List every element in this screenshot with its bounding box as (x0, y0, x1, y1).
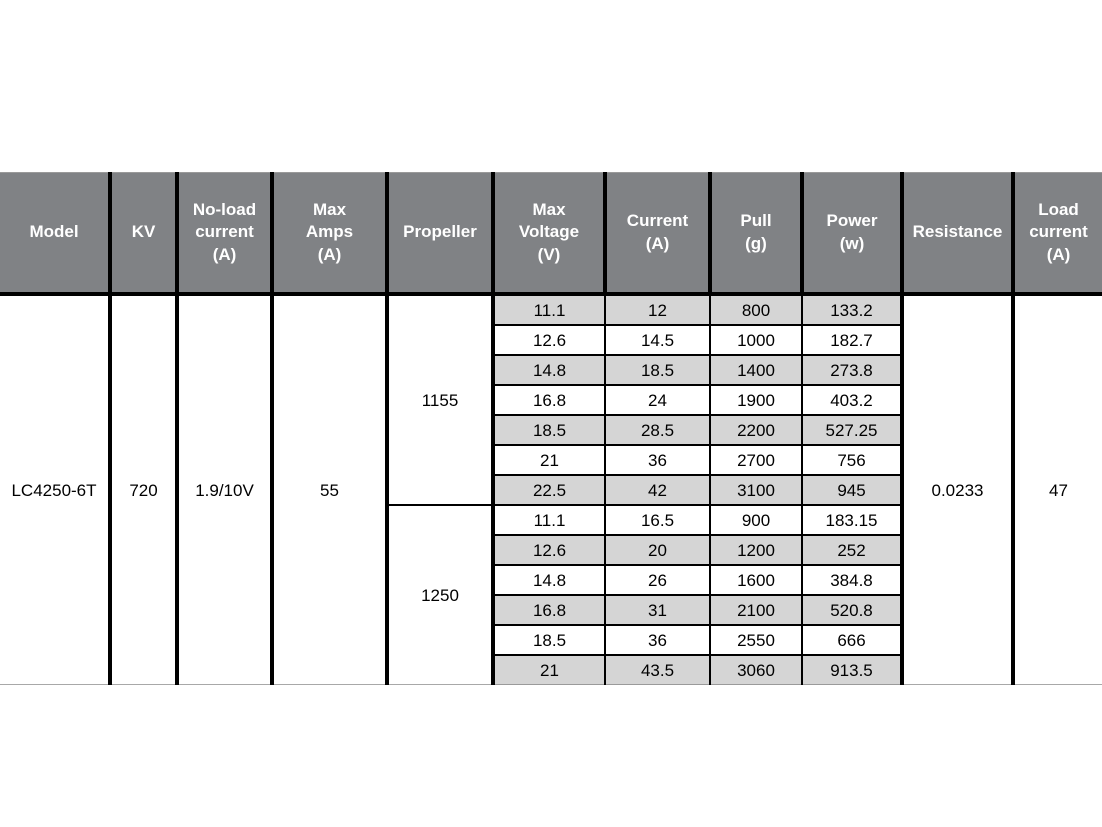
cell-voltage: 18.5 (492, 414, 606, 446)
table-row: 12.6 14.5 1000 182.7 (0, 324, 1102, 356)
cell-power: 183.15 (801, 504, 903, 536)
table-row: 18.5 36 2550 666 (0, 624, 1102, 656)
cell-current: 43.5 (604, 654, 711, 685)
col-header-resistance: Resistance (900, 172, 1015, 296)
cell-voltage: 21 (492, 444, 606, 476)
table-row: 16.8 24 1900 403.2 (0, 384, 1102, 416)
cell-power: 945 (801, 474, 903, 506)
cell-voltage: 14.8 (492, 354, 606, 386)
cell-pull: 1600 (709, 564, 803, 596)
cell-current: 12 (604, 293, 711, 326)
cell-no-load-current: 1.9/10V (175, 294, 274, 685)
cell-voltage: 11.1 (492, 504, 606, 536)
col-header-model: Model (0, 172, 112, 296)
table-row: 14.8 26 1600 384.8 (0, 564, 1102, 596)
motor-spec-table: Model KV No-load current (A) Max Amps (A… (0, 172, 1102, 685)
cell-power: 252 (801, 534, 903, 566)
table-row: 12.6 20 1200 252 (0, 534, 1102, 566)
cell-pull: 1900 (709, 384, 803, 416)
cell-current: 14.5 (604, 324, 711, 356)
cell-pull: 1000 (709, 324, 803, 356)
header-row: Model KV No-load current (A) Max Amps (A… (0, 172, 1102, 296)
cell-current: 16.5 (604, 504, 711, 536)
cell-power: 182.7 (801, 324, 903, 356)
cell-current: 26 (604, 564, 711, 596)
cell-current: 20 (604, 534, 711, 566)
cell-power: 384.8 (801, 564, 903, 596)
cell-current: 36 (604, 444, 711, 476)
cell-current: 42 (604, 474, 711, 506)
cell-pull: 1400 (709, 354, 803, 386)
cell-voltage: 12.6 (492, 324, 606, 356)
cell-pull: 2550 (709, 624, 803, 656)
cell-propeller-1250: 1250 (385, 504, 495, 685)
cell-pull: 900 (709, 504, 803, 536)
col-header-no-load-current: No-load current (A) (175, 172, 274, 296)
table-row: LC4250-6T 720 1.9/10V 55 1155 11.1 12 80… (0, 293, 1102, 685)
table-row: 18.5 28.5 2200 527.25 (0, 414, 1102, 446)
cell-power: 273.8 (801, 354, 903, 386)
cell-power: 527.25 (801, 414, 903, 446)
cell-current: 31 (604, 594, 711, 626)
col-header-kv: KV (108, 172, 179, 296)
cell-pull: 3060 (709, 654, 803, 685)
cell-current: 18.5 (604, 354, 711, 386)
col-header-max-amps: Max Amps (A) (270, 172, 389, 296)
col-header-current: Current (A) (603, 172, 712, 296)
cell-voltage: 12.6 (492, 534, 606, 566)
table-row: 16.8 31 2100 520.8 (0, 594, 1102, 626)
table-row: 22.5 42 3100 945 (0, 474, 1102, 506)
col-header-power: Power (w) (800, 172, 904, 296)
cell-voltage: 18.5 (492, 624, 606, 656)
cell-voltage: 22.5 (492, 474, 606, 506)
cell-current: 24 (604, 384, 711, 416)
table-row: 14.8 18.5 1400 273.8 (0, 354, 1102, 386)
col-header-pull: Pull (g) (708, 172, 804, 296)
cell-voltage: 21 (492, 654, 606, 685)
cell-power: 666 (801, 624, 903, 656)
table-row: 21 36 2700 756 (0, 444, 1102, 476)
cell-max-amps: 55 (270, 294, 389, 685)
cell-pull: 2700 (709, 444, 803, 476)
cell-propeller-1155: 1155 (385, 294, 495, 506)
cell-power: 403.2 (801, 384, 903, 416)
col-header-max-voltage: Max Voltage (V) (491, 172, 607, 296)
cell-voltage: 16.8 (492, 594, 606, 626)
cell-power: 913.5 (801, 654, 903, 685)
table-row: 21 43.5 3060 913.5 (0, 654, 1102, 685)
cell-pull: 1200 (709, 534, 803, 566)
cell-power: 756 (801, 444, 903, 476)
table-row: 1250 11.1 16.5 900 183.15 (0, 504, 1102, 685)
cell-power: 133.2 (801, 293, 903, 326)
cell-pull: 800 (709, 293, 803, 326)
cell-load-current: 47 (1011, 294, 1102, 685)
cell-pull: 2200 (709, 414, 803, 446)
cell-voltage: 14.8 (492, 564, 606, 596)
cell-voltage: 16.8 (492, 384, 606, 416)
cell-current: 28.5 (604, 414, 711, 446)
col-header-propeller: Propeller (385, 172, 495, 296)
col-header-load-current: Load current (A) (1011, 172, 1102, 296)
cell-resistance: 0.0233 (900, 294, 1015, 685)
cell-current: 36 (604, 624, 711, 656)
cell-pull: 2100 (709, 594, 803, 626)
cell-kv: 720 (108, 294, 179, 685)
cell-voltage: 11.1 (492, 293, 606, 326)
cell-power: 520.8 (801, 594, 903, 626)
cell-model: LC4250-6T (0, 294, 112, 685)
cell-pull: 3100 (709, 474, 803, 506)
